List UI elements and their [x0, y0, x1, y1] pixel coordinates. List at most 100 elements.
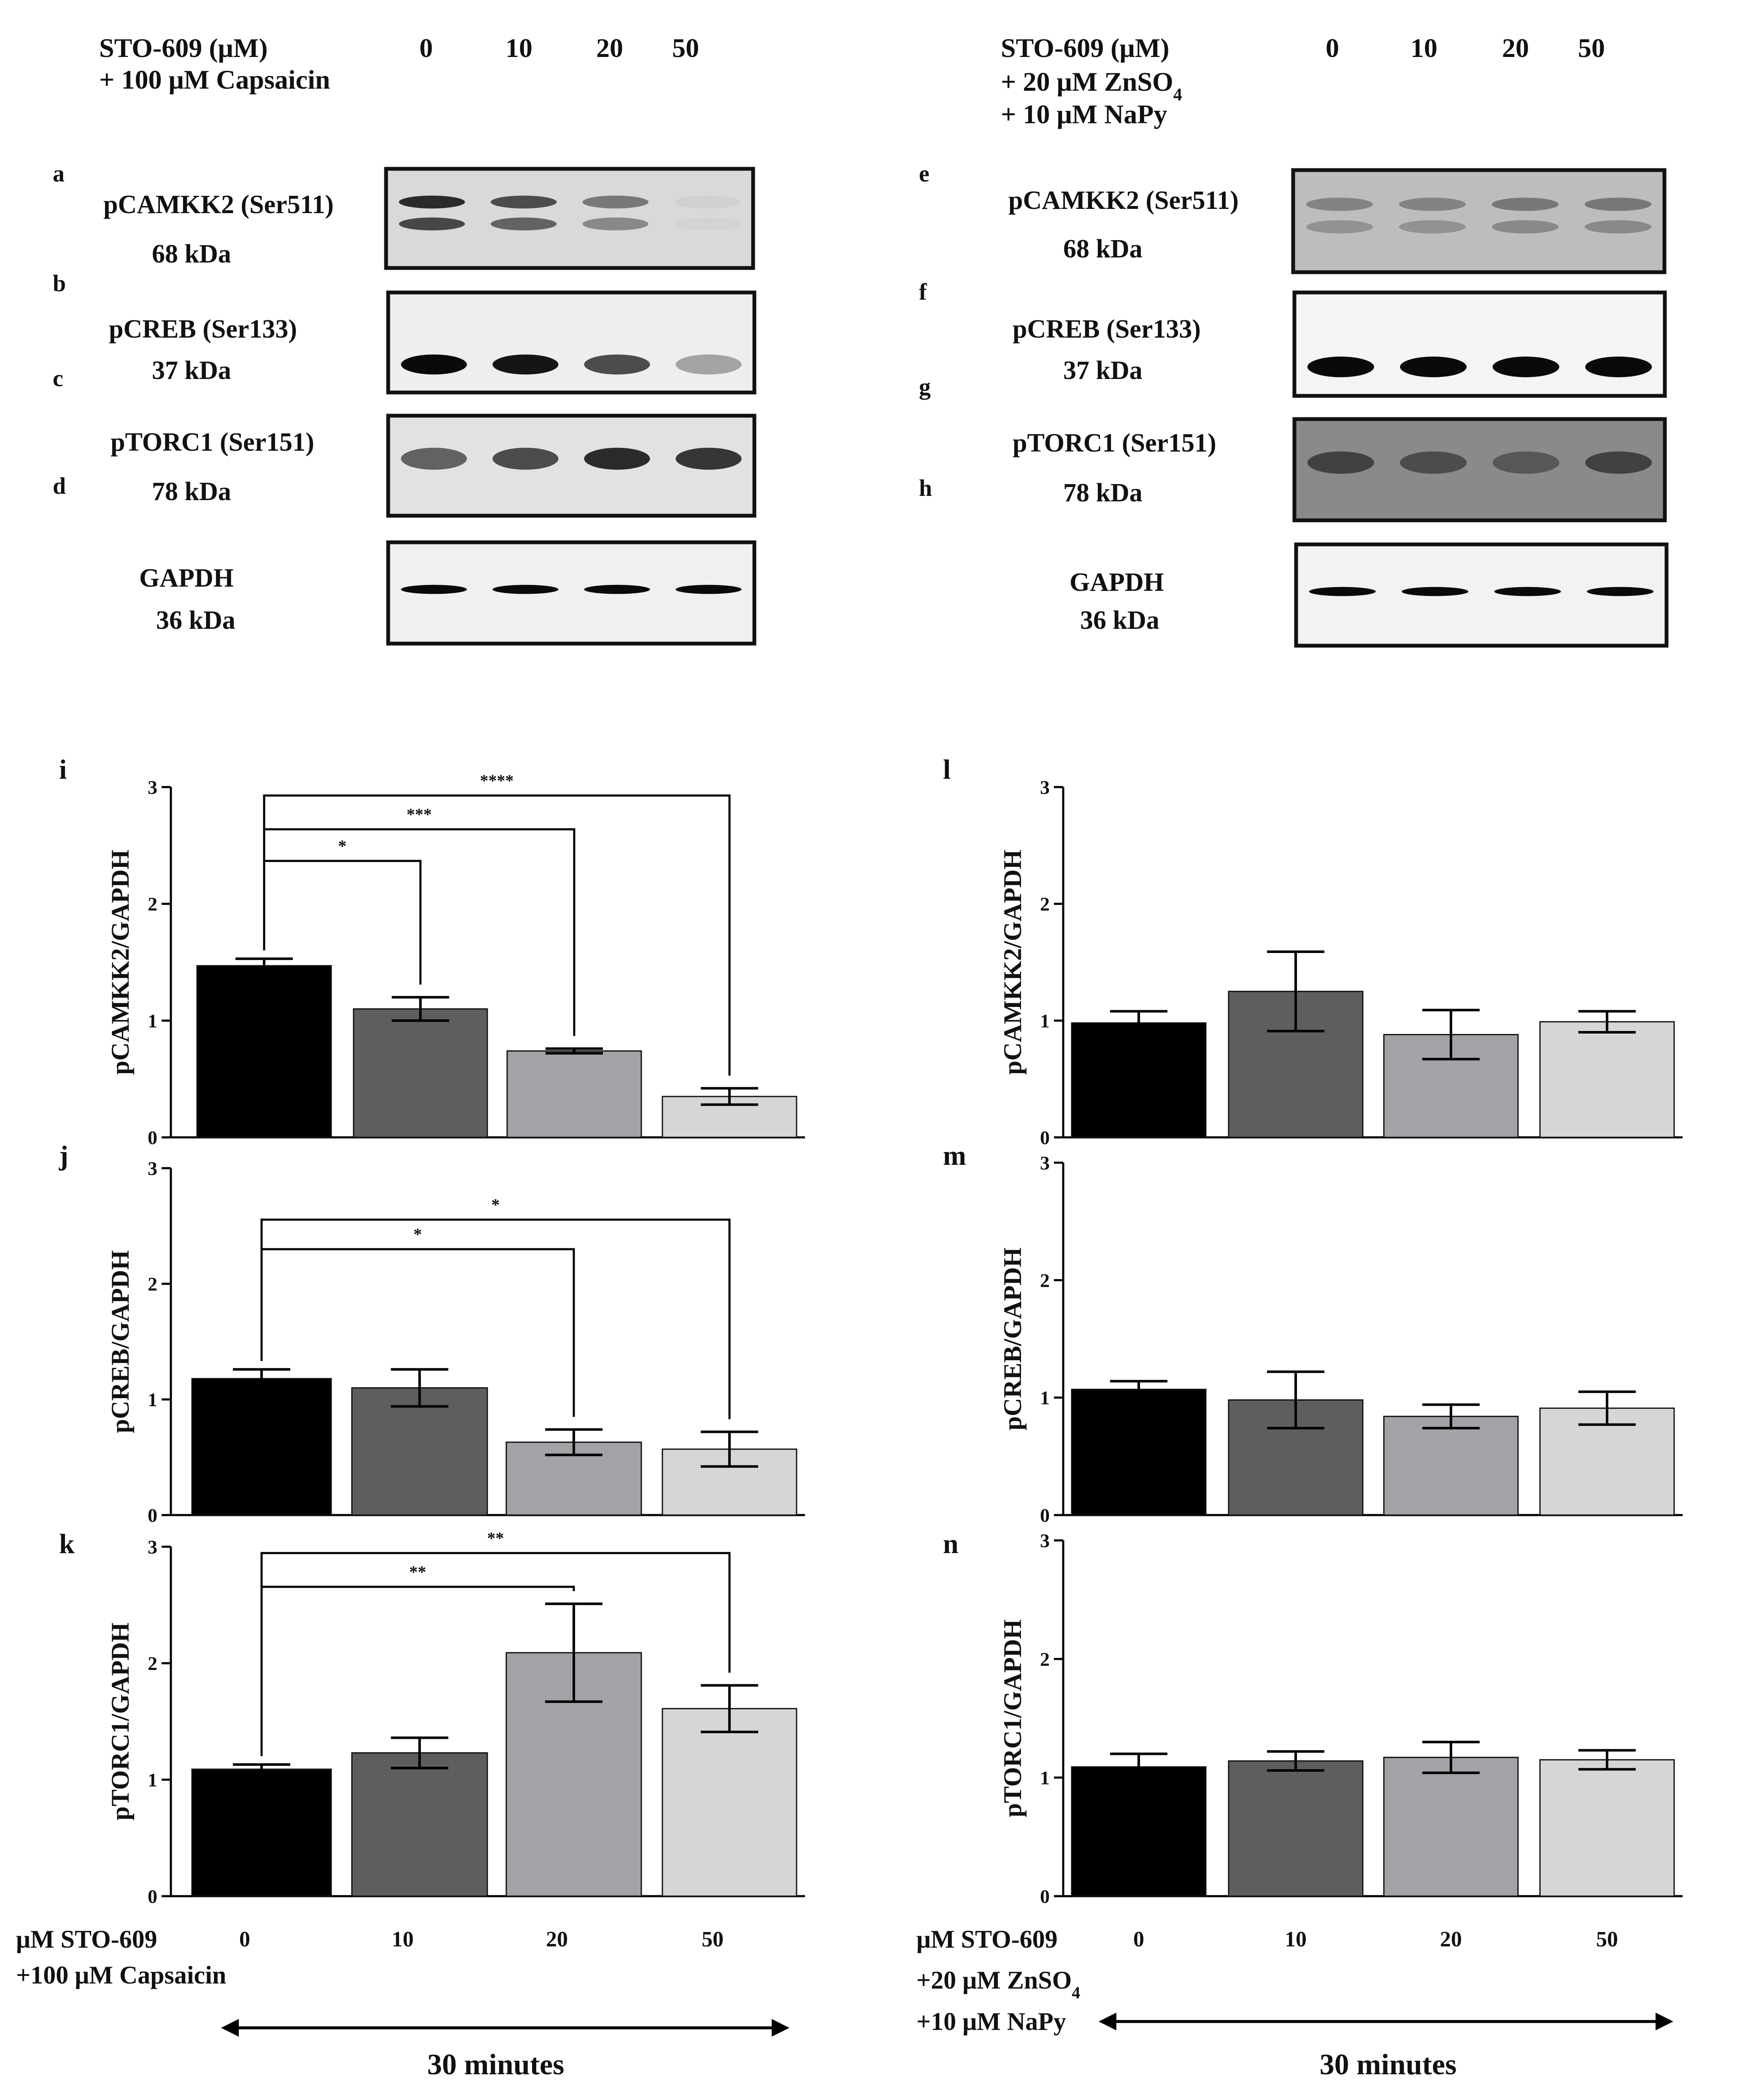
blot-band — [1307, 451, 1374, 474]
x-category-label: 50 — [1596, 1927, 1618, 1951]
blot-band — [674, 217, 740, 230]
blot-mw: 78 kDa — [1063, 479, 1143, 507]
bar — [196, 965, 332, 1138]
y-tick-label: 2 — [1040, 1269, 1050, 1291]
blot-band — [1584, 198, 1652, 211]
left-lane-label: 50 — [672, 33, 699, 63]
panel-letter-d: d — [53, 473, 66, 499]
blot-strip — [386, 290, 756, 395]
blot-mw: 36 kDa — [156, 606, 235, 635]
y-tick-label: 1 — [148, 1010, 157, 1031]
bar — [1539, 1407, 1675, 1516]
left-blot-header: STO-609 (μM) + 100 μM Capsaicin 0 10 20 … — [99, 33, 699, 95]
y-tick-label: 0 — [148, 1505, 157, 1526]
blot-left-0 — [384, 167, 755, 270]
x-category-label: 20 — [546, 1927, 568, 1951]
panel-letter-m: m — [943, 1140, 966, 1171]
blot-band — [1306, 220, 1373, 234]
y-tick-label: 2 — [1040, 893, 1050, 915]
blot-left-3 — [386, 540, 756, 646]
blot-band — [582, 217, 649, 230]
blot-band — [399, 217, 465, 230]
bar — [1383, 1756, 1519, 1897]
significance-bracket — [260, 1218, 731, 1419]
blot-band — [490, 217, 557, 230]
y-tick-label: 1 — [1040, 1387, 1050, 1409]
y-axis-label: pTORC1/GAPDH — [106, 1623, 134, 1821]
bar — [351, 1752, 488, 1897]
sig-star-20: * — [413, 1225, 422, 1244]
blot-band — [401, 447, 467, 470]
bar — [191, 1768, 332, 1897]
bar-chart-l: 0 1 2 3 pCAMKK2/GAPDH — [999, 777, 1683, 1148]
blot-band — [1307, 356, 1374, 377]
significance-bracket — [260, 1552, 731, 1756]
significance-bracket — [263, 794, 731, 1076]
blot-right-3 — [1294, 542, 1669, 648]
bar — [1383, 1415, 1519, 1516]
blot-band — [1399, 198, 1466, 211]
bar-chart-n: 0 1 2 3 pTORC1/GAPDH 0 10 20 50 — [999, 1530, 1683, 1951]
blot-band — [584, 354, 650, 375]
blot-band — [490, 195, 557, 208]
right-footer-line-2: +20 μM ZnSO4 — [916, 1966, 1080, 2002]
blot-band — [401, 585, 467, 594]
y-tick-label: 0 — [148, 1127, 157, 1148]
left-duration-label: 30 minutes — [427, 2049, 565, 2081]
y-tick-label: 1 — [1040, 1010, 1050, 1031]
y-tick-label: 0 — [148, 1886, 157, 1907]
sig-star-20: ** — [409, 1562, 426, 1581]
right-lane-label: 50 — [1578, 33, 1605, 63]
bar — [1228, 1760, 1364, 1897]
blot-label-pcamkk2: pCAMKK2 (Ser511) — [103, 190, 334, 219]
y-axis-label: pCAMKK2/GAPDH — [999, 850, 1027, 1074]
sig-star-50: **** — [480, 771, 514, 790]
blot-right-1 — [1292, 290, 1667, 398]
blot-mw: 68 kDa — [1063, 235, 1143, 263]
panel-letter-n: n — [943, 1529, 959, 1559]
bar — [506, 1050, 642, 1138]
panel-letter-e: e — [919, 161, 929, 187]
y-tick-label: 2 — [148, 1273, 157, 1295]
blot-band — [582, 195, 649, 208]
sig-star-50: ** — [487, 1529, 504, 1548]
panel-letter-k: k — [59, 1529, 75, 1559]
bar — [1071, 1022, 1207, 1138]
blot-band — [674, 195, 740, 208]
blot-band — [492, 354, 559, 375]
blot-left-2 — [386, 414, 756, 518]
x-category-label: 10 — [392, 1927, 414, 1951]
y-tick-label: 1 — [1040, 1767, 1050, 1789]
bar — [1539, 1021, 1675, 1138]
bar — [1071, 1388, 1207, 1516]
right-lane-label: 0 — [1326, 33, 1339, 63]
left-header-line-2: + 100 μM Capsaicin — [99, 65, 330, 95]
panel-letter-b: b — [53, 271, 66, 297]
y-tick-label: 3 — [148, 1158, 157, 1179]
right-lane-label: 10 — [1410, 33, 1437, 63]
blot-band — [675, 585, 742, 594]
blot-band — [1492, 356, 1559, 377]
y-tick-label: 0 — [1040, 1127, 1050, 1148]
bar-chart-m: 0 1 2 3 pCREB/GAPDH — [999, 1152, 1683, 1526]
blot-band — [675, 447, 742, 470]
western-blots — [384, 167, 1669, 648]
chart-panel-letters: i j k l m n — [59, 754, 966, 1559]
x-category-label: 20 — [1440, 1927, 1462, 1951]
x-category-label: 10 — [1285, 1927, 1307, 1951]
blot-mw: 37 kDa — [152, 356, 231, 385]
x-category-label: 50 — [702, 1927, 724, 1951]
left-lane-label: 0 — [419, 33, 433, 63]
panel-letter-i: i — [59, 754, 67, 785]
blot-band — [492, 447, 559, 470]
x-category-label: 0 — [1133, 1927, 1144, 1951]
y-tick-label: 3 — [148, 777, 157, 798]
right-lane-label: 20 — [1502, 33, 1529, 63]
left-footer-line-2: +100 μM Capsaicin — [16, 1961, 226, 1989]
bar — [353, 1008, 488, 1138]
panel-letter-l: l — [943, 754, 951, 785]
blot-band — [1306, 198, 1373, 211]
left-footer: μM STO-609 +100 μM Capsaicin 30 minutes — [16, 1925, 789, 2081]
